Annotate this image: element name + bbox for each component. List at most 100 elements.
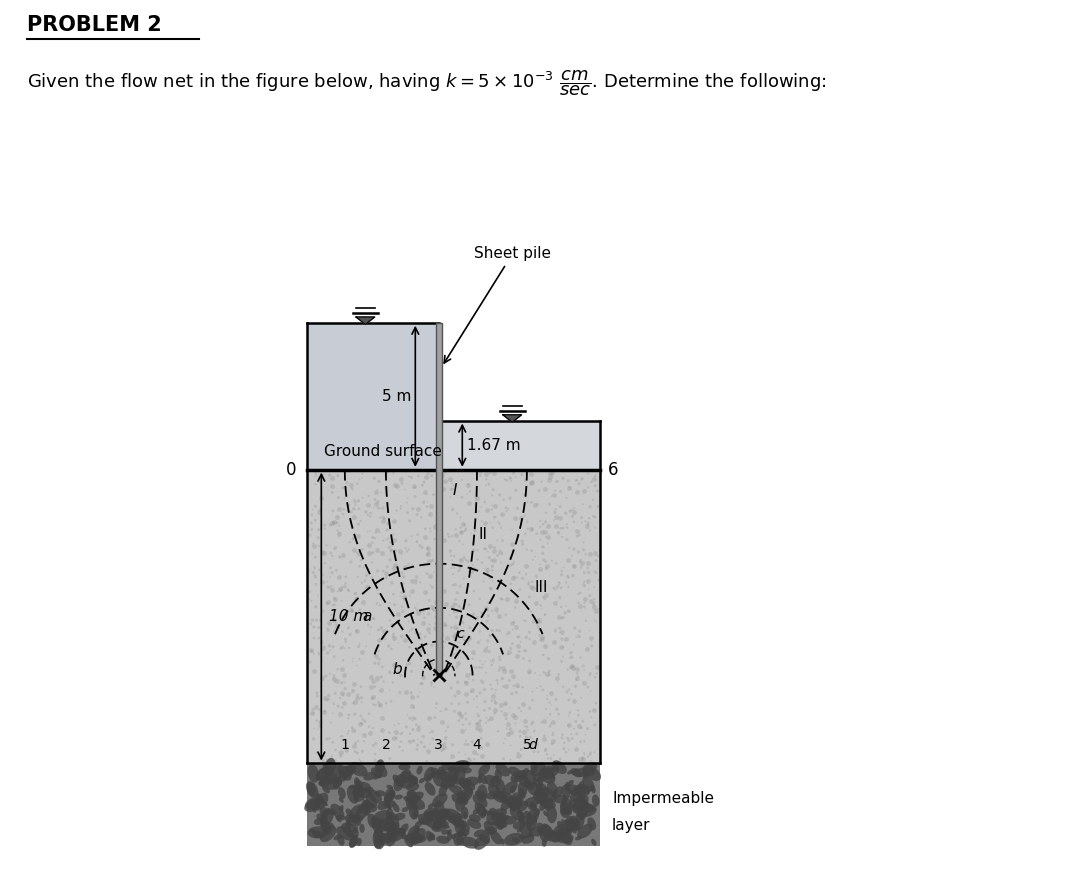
Point (409, 732, 426, 747)
Point (381, 613, 398, 628)
Point (519, 495, 536, 509)
Ellipse shape (540, 798, 556, 809)
Point (502, 582, 519, 597)
Point (401, 513, 418, 528)
Point (421, 737, 438, 751)
Point (442, 544, 459, 558)
Point (385, 631, 402, 646)
Point (493, 705, 510, 719)
Point (400, 630, 417, 644)
Point (411, 575, 428, 589)
Ellipse shape (318, 797, 325, 803)
Point (548, 580, 565, 594)
Ellipse shape (398, 764, 411, 771)
Point (344, 502, 362, 516)
Point (472, 714, 489, 728)
Point (351, 753, 368, 767)
Point (533, 630, 550, 644)
Point (554, 730, 571, 745)
Point (352, 754, 369, 768)
Point (326, 686, 343, 700)
Ellipse shape (313, 793, 328, 811)
Point (563, 659, 580, 673)
Point (467, 491, 484, 505)
Point (589, 549, 606, 563)
Point (539, 692, 556, 706)
Point (479, 640, 496, 655)
Ellipse shape (432, 772, 443, 787)
Point (535, 729, 553, 743)
Ellipse shape (339, 805, 343, 812)
Point (582, 623, 599, 638)
Point (474, 675, 491, 689)
Point (354, 542, 371, 556)
Ellipse shape (436, 814, 443, 822)
Point (457, 522, 474, 537)
Ellipse shape (587, 817, 597, 830)
Ellipse shape (544, 804, 549, 811)
Point (340, 464, 357, 479)
Point (399, 491, 416, 505)
Point (459, 555, 476, 569)
Point (558, 631, 575, 646)
Point (589, 660, 606, 674)
Point (423, 499, 440, 513)
Point (398, 544, 415, 558)
Point (441, 472, 458, 487)
Point (330, 519, 348, 533)
Point (397, 541, 414, 555)
Text: 1.67 m: 1.67 m (467, 438, 520, 453)
Point (459, 695, 476, 709)
Point (552, 511, 569, 525)
Point (409, 689, 426, 704)
Point (307, 477, 324, 491)
Point (344, 530, 362, 545)
Ellipse shape (517, 774, 525, 780)
Point (536, 515, 554, 530)
Point (339, 582, 356, 597)
Ellipse shape (484, 775, 501, 788)
Point (531, 557, 548, 572)
Point (335, 639, 352, 654)
Point (585, 493, 602, 507)
Point (491, 623, 509, 638)
Point (365, 697, 382, 712)
Point (383, 576, 400, 590)
Ellipse shape (564, 819, 578, 827)
Ellipse shape (324, 758, 336, 776)
Point (427, 616, 444, 630)
Point (560, 718, 577, 732)
Ellipse shape (313, 818, 325, 825)
Point (386, 597, 403, 612)
Point (412, 631, 429, 646)
Point (535, 665, 553, 680)
Point (373, 711, 391, 725)
Point (456, 518, 473, 532)
Point (532, 679, 549, 693)
Point (520, 654, 538, 668)
Point (351, 652, 368, 666)
Point (313, 546, 330, 560)
Point (550, 707, 568, 722)
Point (312, 503, 329, 517)
Ellipse shape (374, 790, 385, 797)
Point (423, 676, 440, 690)
Point (553, 568, 570, 582)
Point (334, 688, 351, 702)
Point (482, 538, 499, 553)
Point (568, 630, 585, 644)
Point (465, 745, 482, 759)
Point (491, 653, 509, 667)
Point (469, 553, 486, 567)
Point (582, 746, 599, 760)
Text: 3: 3 (435, 738, 443, 752)
Point (315, 639, 333, 654)
Ellipse shape (456, 832, 464, 846)
Point (340, 711, 357, 725)
Point (422, 524, 439, 538)
Ellipse shape (449, 766, 459, 772)
Text: 5: 5 (523, 738, 531, 752)
Point (569, 485, 586, 499)
Ellipse shape (462, 784, 472, 794)
Point (405, 711, 422, 725)
